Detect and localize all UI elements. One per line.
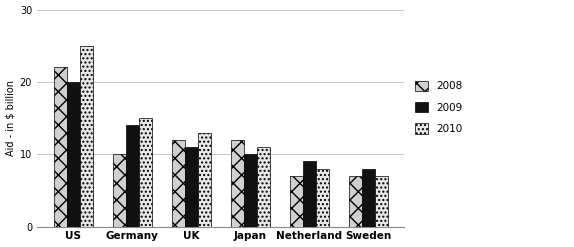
Bar <box>362 169 375 226</box>
Bar <box>257 147 270 226</box>
Bar <box>185 147 197 226</box>
Bar <box>53 67 67 226</box>
Bar <box>316 169 328 226</box>
Bar <box>172 140 185 226</box>
Bar <box>348 176 362 226</box>
Bar <box>290 176 302 226</box>
Bar <box>197 133 211 226</box>
Y-axis label: Aid - in $ billion: Aid - in $ billion <box>6 80 15 156</box>
Bar <box>80 46 92 226</box>
Bar <box>126 125 138 226</box>
Bar <box>302 162 316 226</box>
Bar <box>138 118 152 226</box>
Legend: 2008, 2009, 2010: 2008, 2009, 2010 <box>413 79 464 136</box>
Bar <box>231 140 243 226</box>
Bar <box>243 154 257 226</box>
Bar <box>375 176 387 226</box>
Bar <box>67 82 80 226</box>
Bar <box>113 154 126 226</box>
